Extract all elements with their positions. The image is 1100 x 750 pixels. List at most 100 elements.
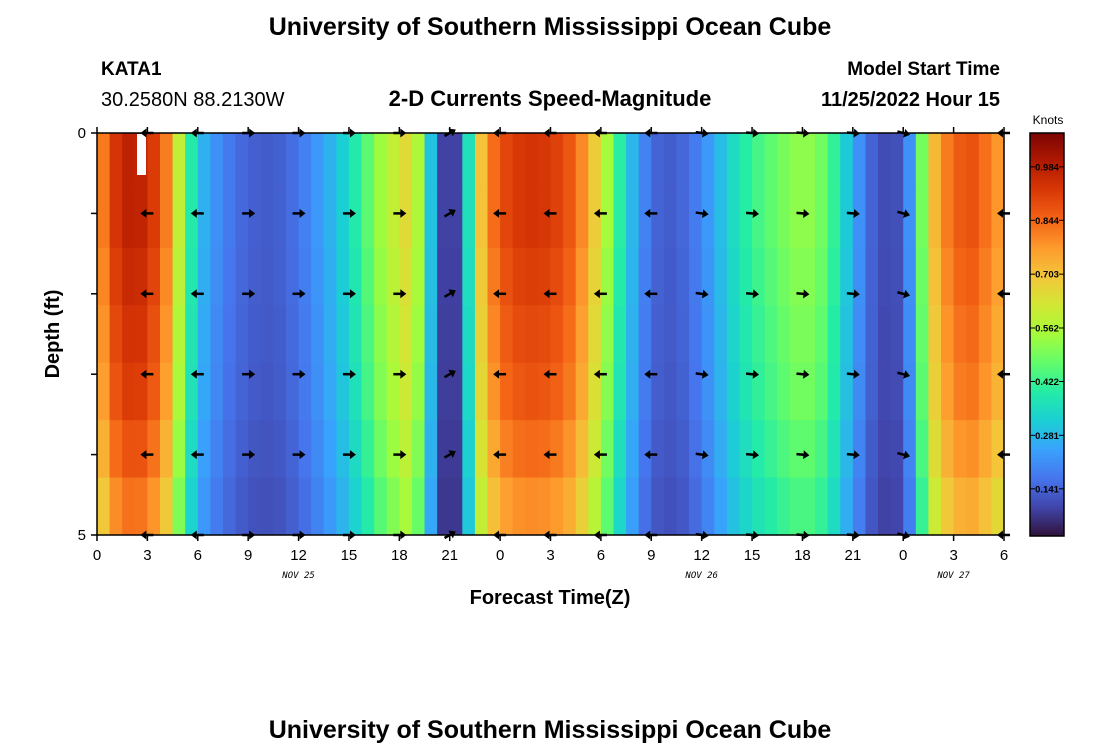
heatmap-cell <box>525 362 539 421</box>
heatmap-cell <box>323 190 337 249</box>
heatmap-cell <box>273 190 287 249</box>
heatmap-cell <box>512 477 526 535</box>
heatmap-cell <box>752 190 766 249</box>
heatmap-cell <box>600 133 615 192</box>
heatmap-cell <box>462 362 476 421</box>
current-arrow <box>140 369 154 379</box>
heatmap-cell <box>550 420 564 479</box>
heatmap-cell <box>311 133 325 192</box>
heatmap-cell <box>815 190 829 249</box>
heatmap-cell <box>248 133 262 192</box>
heatmap-cell <box>701 190 715 249</box>
heatmap-cell <box>336 420 350 479</box>
current-arrow <box>140 208 154 218</box>
heatmap-cell <box>928 305 942 364</box>
heatmap-cell <box>525 420 539 479</box>
current-arrow <box>897 209 910 219</box>
current-arrow <box>190 289 204 299</box>
date-label: NOV 27 <box>936 571 970 581</box>
heatmap-cell <box>689 190 703 249</box>
heatmap-cell <box>323 247 337 306</box>
heatmap-cell <box>273 477 287 535</box>
heatmap-cell <box>928 362 942 421</box>
heatmap-cell <box>298 420 312 479</box>
current-arrow <box>292 289 306 299</box>
heatmap-cell <box>474 133 489 192</box>
heatmap-cell <box>172 305 186 364</box>
heatmap-cell <box>991 420 1004 479</box>
heatmap-cell <box>802 420 816 479</box>
current-arrow <box>493 450 507 460</box>
heatmap-cell <box>701 362 715 421</box>
heatmap-cell <box>273 247 287 306</box>
heatmap-cell <box>109 305 123 364</box>
current-arrow <box>695 289 709 299</box>
heatmap-cell <box>890 190 904 249</box>
heatmap-cell <box>991 190 1004 249</box>
heatmap-cell <box>764 362 778 421</box>
heatmap-cell <box>97 305 111 364</box>
heatmap-cell <box>285 420 300 479</box>
heatmap-cell <box>222 420 237 479</box>
heatmap-cell <box>676 190 690 249</box>
heatmap-cell <box>714 420 728 479</box>
heatmap-cell <box>915 305 930 364</box>
x-tick-label: 15 <box>744 547 761 564</box>
heatmap-cell <box>588 190 602 249</box>
heatmap-cell <box>651 247 665 306</box>
current-arrow <box>443 209 456 218</box>
heatmap-cell <box>537 133 552 192</box>
heatmap-cell <box>915 247 930 306</box>
heatmap-cell <box>235 420 249 479</box>
heatmap-cell <box>651 362 665 421</box>
heatmap-cell <box>588 305 602 364</box>
heatmap-cell <box>815 247 829 306</box>
heatmap-cell <box>323 362 337 421</box>
heatmap-cell <box>777 190 791 249</box>
heatmap-cell <box>575 477 589 535</box>
heatmap-cell <box>424 133 438 192</box>
heatmap-cell <box>739 477 753 535</box>
heatmap-cell <box>563 477 577 535</box>
heatmap-cell <box>512 247 526 306</box>
x-axis: 0 3 6 9 12 15 18 21 0 3 6 9 12 15 18 21 0 3 6 <box>93 127 1008 564</box>
heatmap-cell <box>651 133 665 192</box>
heatmap-cell <box>411 305 426 364</box>
heatmap-cell <box>676 133 690 192</box>
current-arrow <box>393 369 407 379</box>
heatmap-cell <box>865 420 879 479</box>
heatmap-cell <box>449 190 463 249</box>
heatmap-cell <box>386 190 400 249</box>
colorbar-tick-label: 0.141 <box>1035 484 1059 495</box>
heatmap-cell <box>575 133 589 192</box>
heatmap-cell <box>411 477 426 535</box>
heatmap-cell <box>752 420 766 479</box>
heatmap-cell <box>361 477 375 535</box>
heatmap-cell <box>739 190 753 249</box>
heatmap-cell <box>966 133 980 192</box>
heatmap-cell <box>966 247 980 306</box>
heatmap-cell <box>663 190 678 249</box>
heatmap-cell <box>915 190 930 249</box>
heatmap-cell <box>109 362 123 421</box>
heatmap-cell <box>966 362 980 421</box>
heatmap-cell <box>235 133 249 192</box>
x-tick-label: 9 <box>647 547 655 564</box>
y-axis-label: Depth (ft) <box>42 290 64 379</box>
heatmap-cell <box>248 190 262 249</box>
heatmap-cell <box>941 420 955 479</box>
heatmap-cell <box>689 305 703 364</box>
heatmap-cell <box>663 247 678 306</box>
heatmap-cell <box>348 190 363 249</box>
heatmap-cell <box>827 305 841 364</box>
colorbar-tick-label: 0.844 <box>1035 216 1059 227</box>
heatmap-cell <box>600 477 615 535</box>
heatmap-cell <box>575 190 589 249</box>
heatmap-cell <box>411 190 426 249</box>
heatmap-cell <box>726 305 741 364</box>
current-arrow <box>543 369 557 379</box>
heatmap-cell <box>840 190 854 249</box>
heatmap-cell <box>273 133 287 192</box>
heatmap-cell <box>348 420 363 479</box>
heatmap-cell <box>222 477 237 535</box>
